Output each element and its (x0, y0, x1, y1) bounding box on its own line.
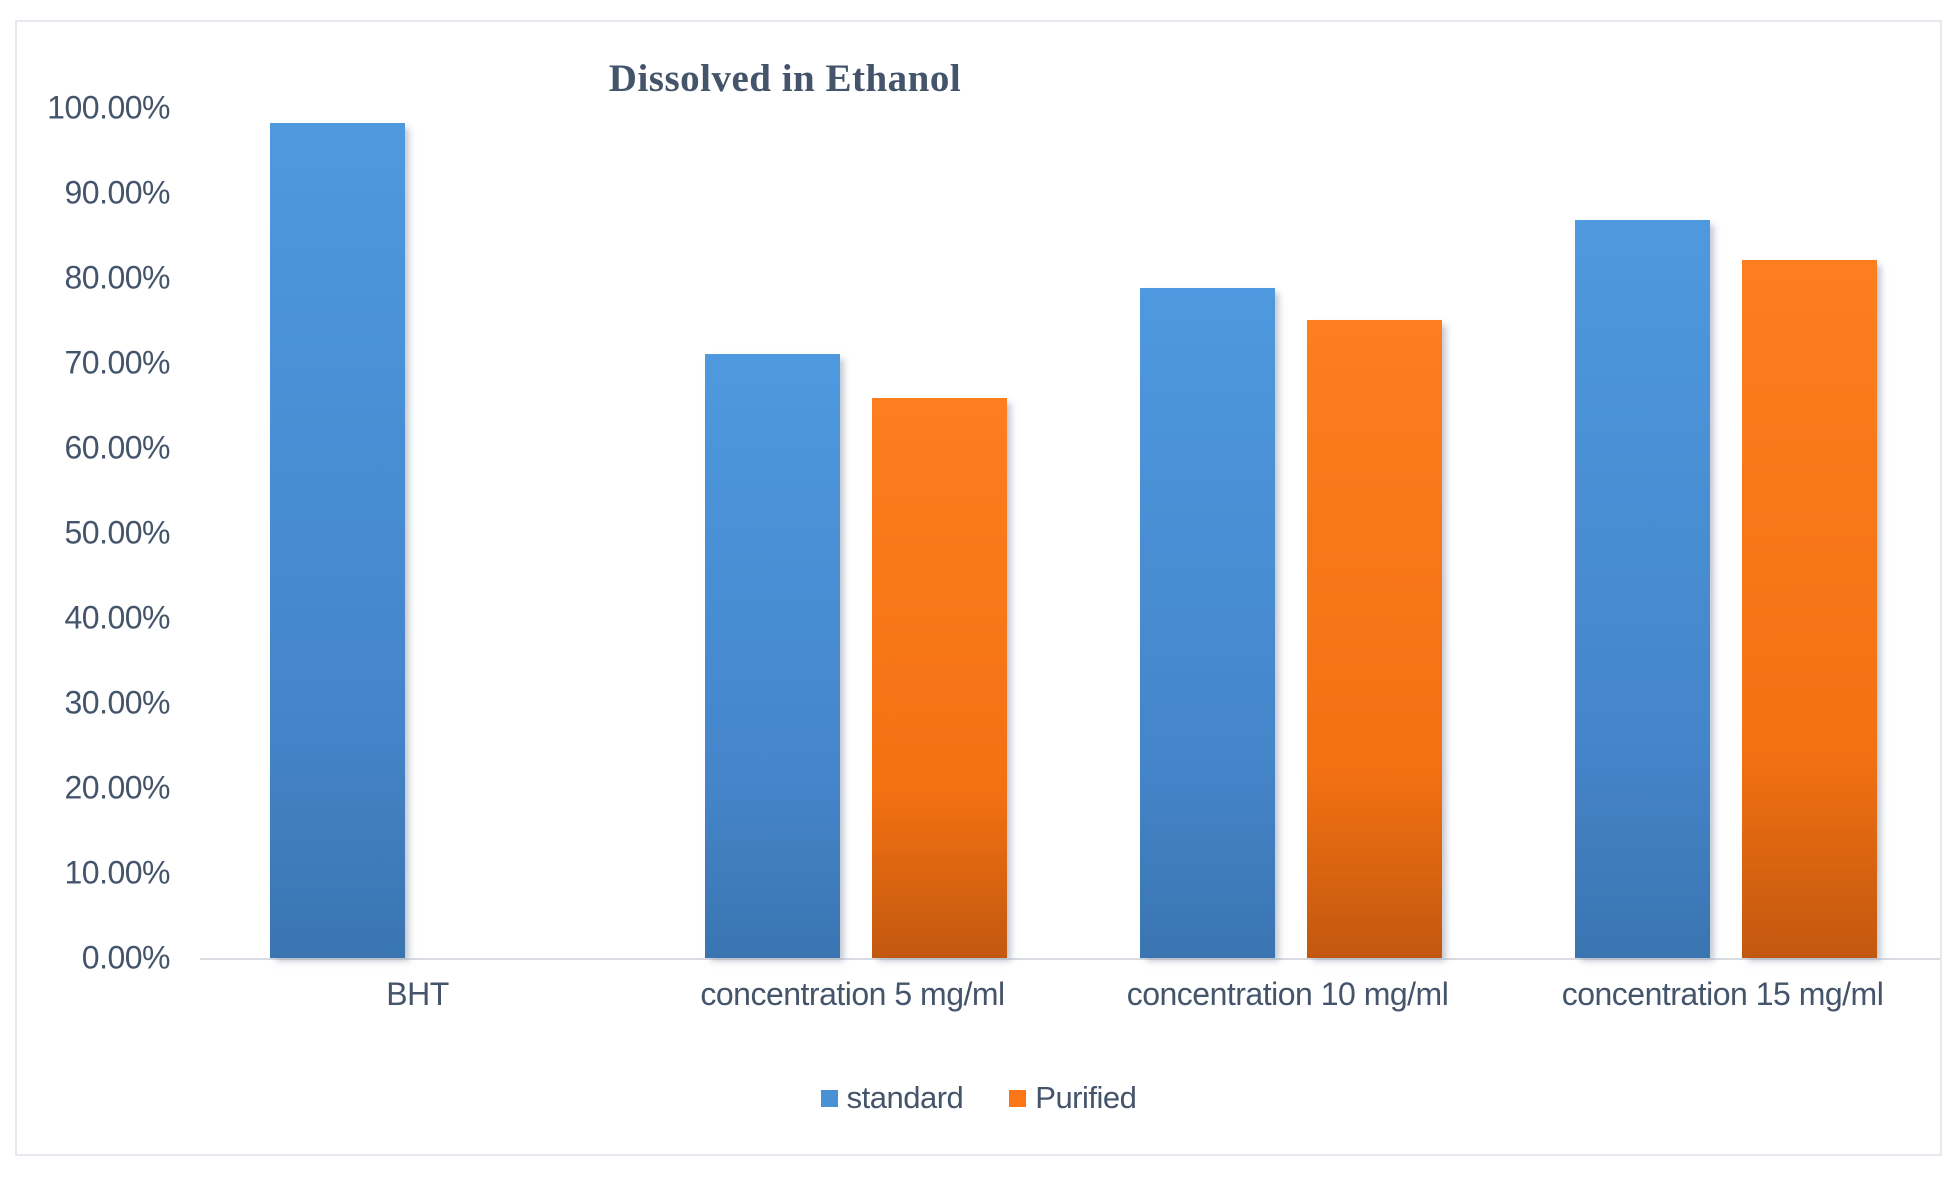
chart-title: Dissolved in Ethanol (608, 57, 962, 100)
y-tick-label-60: 60.00% (64, 429, 170, 466)
bar-standard-concentration-15-mg-ml[interactable] (1575, 220, 1710, 958)
chart-frame: Dissolved in Ethanol 0.00% 10.00% 20.00% 30… (15, 20, 1942, 1156)
bar-purified-concentration-15-mg-ml[interactable] (1742, 260, 1877, 958)
y-tick-label-30: 30.00% (64, 684, 170, 721)
y-tick-label-0: 0.00% (81, 939, 171, 976)
legend-label-standard: standard (846, 1080, 964, 1115)
y-tick-label-50: 50.00% (64, 514, 170, 551)
y-axis: 0.00% 10.00% 20.00% 30.00% 40.00% 50.00% 60.00… (17, 90, 170, 976)
bar-standard-concentration-10-mg-ml[interactable] (1140, 288, 1275, 958)
bar-standard-bht[interactable] (270, 123, 405, 958)
x-label-concentration-10-mg-ml: concentration 10 mg/ml (1126, 976, 1449, 1012)
legend: standard Purified (17, 1080, 1940, 1116)
y-tick-label-10: 10.00% (64, 854, 170, 891)
legend-swatch-standard (820, 1089, 838, 1107)
legend-swatch-purified (1009, 1089, 1027, 1107)
bar-standard-concentration-5-mg-ml[interactable] (705, 354, 840, 958)
x-label-concentration-5-mg-ml: concentration 5 mg/ml (700, 976, 1005, 1012)
y-tick-label-80: 80.00% (64, 259, 170, 296)
x-label-concentration-15-mg-ml: concentration 15 mg/ml (1561, 976, 1884, 1012)
x-label-bht: BHT (386, 976, 449, 1012)
plot-area (200, 108, 1940, 960)
y-tick-label-20: 20.00% (64, 769, 170, 806)
legend-entry-standard[interactable]: standard (820, 1080, 964, 1116)
legend-entry-purified[interactable]: Purified (1009, 1080, 1137, 1116)
bar-purified-concentration-5-mg-ml[interactable] (872, 398, 1007, 958)
legend-label-purified: Purified (1035, 1080, 1137, 1115)
y-tick-label-40: 40.00% (64, 599, 170, 636)
y-tick-label-100: 100.00% (47, 89, 170, 126)
x-axis: BHT concentration 5 mg/ml concentration 10… (200, 976, 1940, 1022)
bar-purified-concentration-10-mg-ml[interactable] (1307, 320, 1442, 958)
y-tick-label-90: 90.00% (64, 174, 170, 211)
y-tick-label-70: 70.00% (64, 344, 170, 381)
